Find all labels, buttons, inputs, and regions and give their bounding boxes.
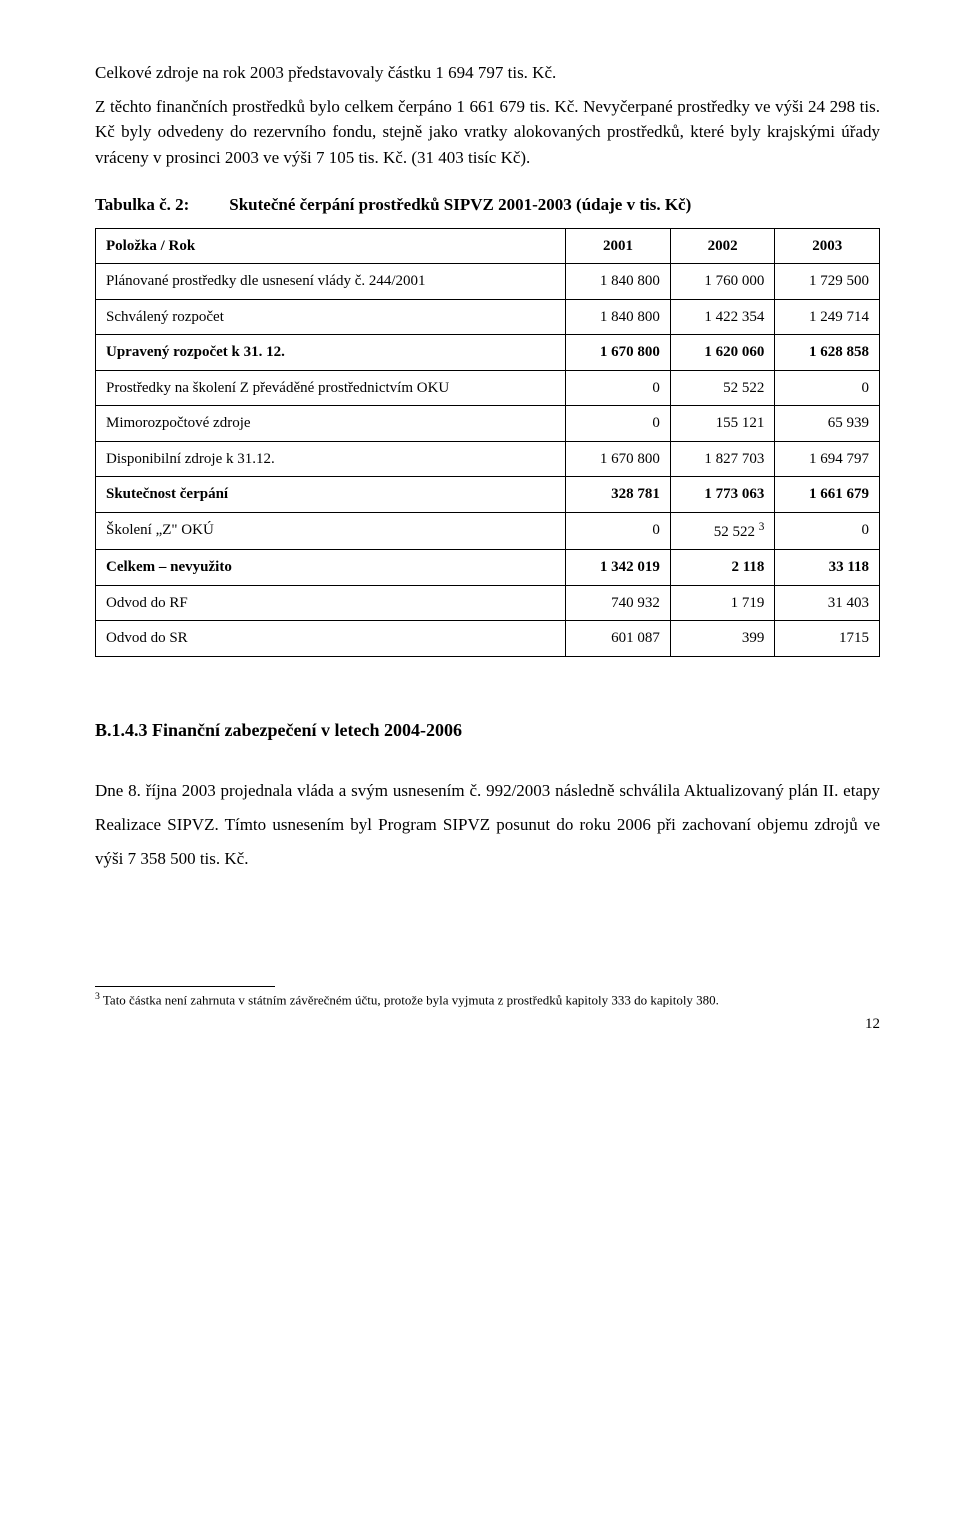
footnote-text: Tato částka není zahrnuta v státním závě… [100,992,719,1007]
table-cell-value: 1 620 060 [670,335,775,371]
table-cell-label: Školení „Z" OKÚ [96,512,566,550]
table-row: Plánované prostředky dle usnesení vlády … [96,264,880,300]
table-cell-value: 1 760 000 [670,264,775,300]
table-header-cell: 2003 [775,228,880,264]
table-caption-title: Skutečné čerpání prostředků SIPVZ 2001-2… [229,195,691,214]
page-number: 12 [95,1013,880,1036]
table-row: Schválený rozpočet1 840 8001 422 3541 24… [96,299,880,335]
section-body: Dne 8. října 2003 projednala vláda a svý… [95,774,880,876]
table-row: Celkem – nevyužito1 342 0192 11833 118 [96,550,880,586]
table-row: Upravený rozpočet k 31. 12.1 670 8001 62… [96,335,880,371]
footnote: 3 Tato částka není zahrnuta v státním zá… [95,991,880,1009]
table-cell-label: Celkem – nevyužito [96,550,566,586]
table-cell-value: 601 087 [566,621,671,657]
table-cell-value: 740 932 [566,585,671,621]
table-cell-label: Prostředky na školení Z převáděné prostř… [96,370,566,406]
table-caption-label: Tabulka č. 2: [95,192,225,218]
table-header-cell: 2002 [670,228,775,264]
table-cell-value: 0 [566,512,671,550]
table-cell-value: 1 719 [670,585,775,621]
table-cell-value: 0 [775,512,880,550]
table-cell-value: 1 694 797 [775,441,880,477]
table-cell-value: 33 118 [775,550,880,586]
table-cell-value: 1 249 714 [775,299,880,335]
table-row: Prostředky na školení Z převáděné prostř… [96,370,880,406]
table-cell-value: 1 840 800 [566,264,671,300]
table-cell-value: 1 729 500 [775,264,880,300]
intro-paragraph-1: Celkové zdroje na rok 2003 představovaly… [95,60,880,86]
table-cell-value: 0 [566,406,671,442]
table-cell-value: 1 628 858 [775,335,880,371]
table-cell-label: Mimorozpočtové zdroje [96,406,566,442]
table-cell-label: Plánované prostředky dle usnesení vlády … [96,264,566,300]
table-cell-value: 65 939 [775,406,880,442]
intro-paragraph-2: Z těchto finančních prostředků bylo celk… [95,94,880,171]
section-heading: B.1.4.3 Finanční zabezpečení v letech 20… [95,717,880,744]
table-cell-value: 31 403 [775,585,880,621]
table-caption: Tabulka č. 2: Skutečné čerpání prostředk… [95,192,880,218]
table-cell-value: 2 118 [670,550,775,586]
table-cell-label: Disponibilní zdroje k 31.12. [96,441,566,477]
table-cell-value: 1 670 800 [566,335,671,371]
table-cell-label: Odvod do SR [96,621,566,657]
table-row: Školení „Z" OKÚ052 522 30 [96,512,880,550]
table-cell-value: 52 522 [670,370,775,406]
table-row: Disponibilní zdroje k 31.12.1 670 8001 8… [96,441,880,477]
table-cell-value: 1 840 800 [566,299,671,335]
footnote-separator [95,986,275,987]
sipvz-table: Položka / Rok 2001 2002 2003 Plánované p… [95,228,880,657]
table-cell-label: Upravený rozpočet k 31. 12. [96,335,566,371]
table-cell-value: 0 [775,370,880,406]
table-row: Mimorozpočtové zdroje0155 12165 939 [96,406,880,442]
table-row: Odvod do SR601 0873991715 [96,621,880,657]
table-cell-label: Odvod do RF [96,585,566,621]
table-cell-label: Skutečnost čerpání [96,477,566,513]
table-cell-value: 1 773 063 [670,477,775,513]
table-header-cell: 2001 [566,228,671,264]
table-cell-label: Schválený rozpočet [96,299,566,335]
table-cell-value: 52 522 3 [670,512,775,550]
table-header-row: Položka / Rok 2001 2002 2003 [96,228,880,264]
table-cell-value: 1 827 703 [670,441,775,477]
table-cell-value: 1 670 800 [566,441,671,477]
table-cell-value: 328 781 [566,477,671,513]
table-cell-value: 1 661 679 [775,477,880,513]
table-row: Odvod do RF740 9321 71931 403 [96,585,880,621]
table-cell-value: 1 342 019 [566,550,671,586]
table-header-cell: Položka / Rok [96,228,566,264]
table-cell-value: 1715 [775,621,880,657]
table-row: Skutečnost čerpání328 7811 773 0631 661 … [96,477,880,513]
table-cell-value: 155 121 [670,406,775,442]
table-cell-value: 0 [566,370,671,406]
table-cell-value: 1 422 354 [670,299,775,335]
table-cell-value: 399 [670,621,775,657]
